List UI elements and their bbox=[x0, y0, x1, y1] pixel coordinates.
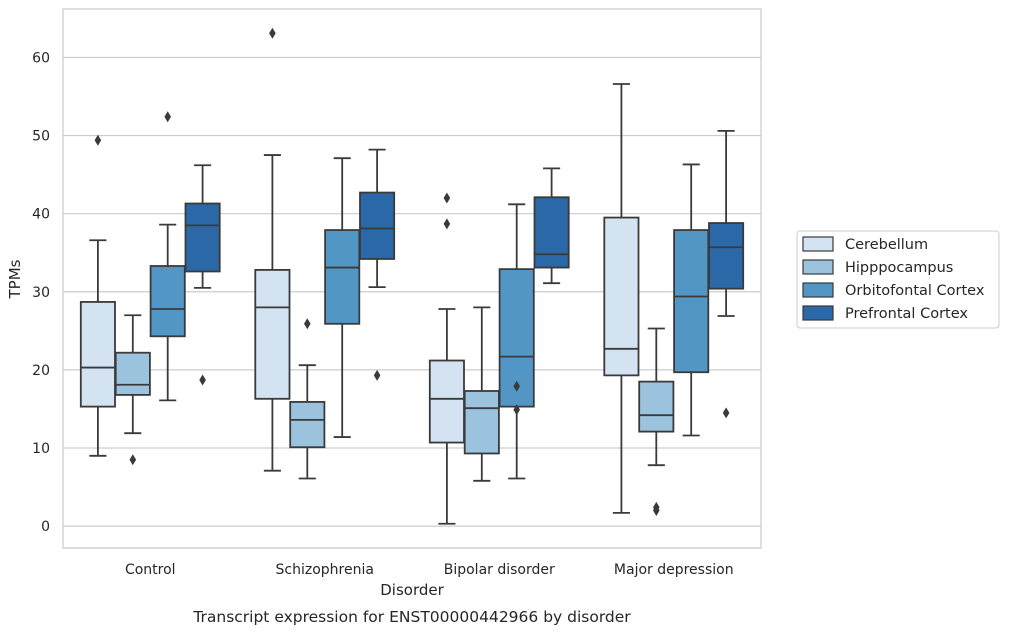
legend: Cerebellum Hipppocampus Orbitofontal Corte… bbox=[796, 230, 1000, 329]
box-3-2 bbox=[673, 163, 710, 437]
outlier-point bbox=[722, 407, 730, 419]
box-2-2 bbox=[498, 203, 535, 480]
box-iqr bbox=[533, 196, 570, 269]
box-1-2 bbox=[324, 157, 361, 438]
box-iqr bbox=[359, 191, 396, 260]
outlier-point bbox=[513, 380, 520, 392]
x-tick-label: Schizophrenia bbox=[276, 562, 374, 578]
legend-label: Orbitofontal Cortex bbox=[845, 283, 985, 299]
y-tick-label: 50 bbox=[32, 129, 50, 145]
y-tick-label: 20 bbox=[32, 363, 50, 379]
legend-swatch bbox=[802, 282, 834, 298]
box-iqr bbox=[79, 301, 116, 408]
legend-label: Prefrontal Cortex bbox=[845, 306, 968, 322]
box-3-3 bbox=[708, 129, 745, 419]
y-tick-label: 30 bbox=[32, 285, 50, 301]
box-iqr bbox=[463, 390, 500, 455]
outlier-point bbox=[513, 404, 520, 416]
box-3-1 bbox=[638, 327, 675, 517]
box-iqr bbox=[673, 229, 710, 374]
box-iqr bbox=[638, 380, 675, 433]
x-tick-label: Bipolar disorder bbox=[444, 562, 555, 578]
y-tick-label: 60 bbox=[32, 50, 50, 66]
box-iqr bbox=[149, 265, 186, 338]
x-tick-label: Control bbox=[125, 562, 176, 578]
box-1-3 bbox=[359, 148, 396, 381]
outlier-point bbox=[304, 318, 311, 330]
box-2-3 bbox=[533, 167, 570, 285]
outlier-point bbox=[373, 369, 381, 381]
box-iqr bbox=[184, 202, 221, 273]
box-3-0 bbox=[603, 83, 640, 514]
box-2-0 bbox=[428, 192, 465, 525]
y-axis-label: TPMs bbox=[6, 259, 24, 299]
outlier-point bbox=[164, 111, 171, 123]
x-axis-ticks: Control Schizophrenia Bipolar disorder Majo… bbox=[125, 562, 734, 578]
outlier-point bbox=[129, 454, 137, 466]
outlier-point bbox=[653, 501, 660, 513]
x-tick-label: Major depression bbox=[614, 562, 734, 578]
plot-area bbox=[62, 8, 762, 549]
box-iqr bbox=[114, 351, 151, 396]
box-iqr bbox=[708, 222, 745, 290]
boxes bbox=[79, 27, 745, 525]
box-iqr bbox=[603, 216, 640, 377]
y-tick-label: 40 bbox=[32, 207, 50, 223]
outlier-point bbox=[269, 27, 276, 39]
box-0-3 bbox=[184, 164, 221, 386]
box-0-0 bbox=[79, 134, 116, 457]
chart-caption: Transcript expression for ENST0000044296… bbox=[192, 608, 631, 626]
box-0-2 bbox=[149, 111, 186, 402]
box-iqr bbox=[428, 359, 465, 444]
legend-label: Hipppocampus bbox=[845, 260, 953, 276]
x-axis-label: Disorder bbox=[380, 581, 444, 599]
y-axis-ticks: 0 10 20 30 40 50 60 bbox=[32, 50, 50, 535]
outlier-point bbox=[443, 192, 451, 204]
legend-frame bbox=[796, 230, 1000, 329]
box-1-1 bbox=[289, 318, 326, 480]
outlier-point bbox=[443, 218, 451, 230]
legend-label: Cerebellum bbox=[845, 237, 928, 253]
box-0-1 bbox=[114, 314, 151, 466]
box-iqr bbox=[254, 269, 291, 400]
legend-swatch bbox=[802, 259, 834, 275]
box-iqr bbox=[324, 229, 361, 325]
box-2-1 bbox=[463, 306, 500, 482]
y-tick-label: 0 bbox=[41, 519, 50, 535]
legend-swatch bbox=[802, 236, 834, 252]
y-tick-label: 10 bbox=[32, 441, 50, 457]
outlier-point bbox=[199, 374, 206, 386]
box-1-0 bbox=[254, 27, 291, 472]
outlier-point bbox=[94, 134, 102, 146]
legend-swatch bbox=[802, 305, 834, 321]
box-iqr bbox=[289, 401, 326, 449]
